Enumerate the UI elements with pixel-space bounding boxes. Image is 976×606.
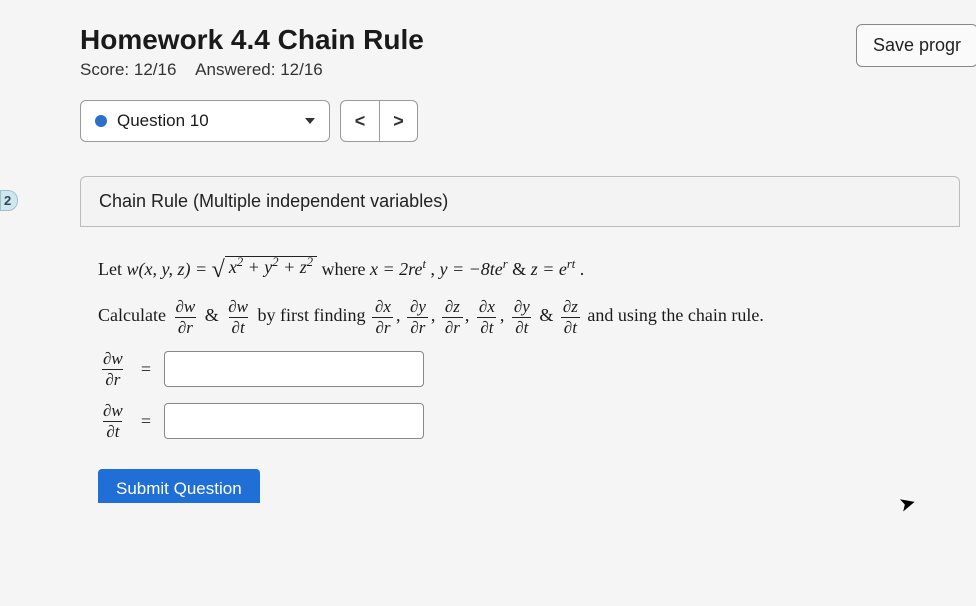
header: Homework 4.4 Chain Rule Score: 12/16 Ans… (80, 24, 976, 80)
sqrt-icon: √ (212, 258, 225, 282)
section-header: Chain Rule (Multiple independent variabl… (80, 176, 960, 227)
equals: = (140, 403, 152, 439)
frac-dy-dr: ∂y ∂r (407, 297, 429, 337)
frac-dy-dt: ∂y ∂t (511, 297, 533, 337)
score-line: Score: 12/16 Answered: 12/16 (80, 60, 424, 80)
equals: = (140, 351, 152, 387)
frac-label-dw-dr: ∂w ∂r (100, 349, 126, 389)
text-let: Let (98, 259, 127, 279)
comma: , (500, 305, 509, 325)
question-label: Question 10 (117, 111, 209, 131)
y-eq: y = −8ter (439, 259, 507, 279)
question-bar: Question 10 < > (80, 100, 976, 142)
sqrt-expr: √ x2 + y2 + z2 (212, 256, 317, 280)
question-nav: < > (340, 100, 418, 142)
question-select[interactable]: Question 10 (80, 100, 330, 142)
comma: , (431, 305, 440, 325)
text-calculate: Calculate (98, 305, 170, 325)
text-tail: and using the chain rule. (587, 305, 763, 325)
x-eq: x = 2ret (370, 259, 426, 279)
save-progress-button[interactable]: Save progr (856, 24, 976, 67)
answered-label: Answered: (195, 60, 275, 79)
frac-dw-dr: ∂w ∂r (172, 297, 198, 337)
w-function: w(x, y, z) = (127, 259, 212, 279)
amp: & (512, 259, 531, 279)
page-title: Homework 4.4 Chain Rule (80, 24, 424, 56)
chevron-down-icon (305, 118, 315, 124)
answer-row-dw-dt: ∂w ∂t = (98, 401, 942, 441)
score-value: 12/16 (134, 60, 177, 79)
amp: & (205, 305, 224, 325)
submit-question-button[interactable]: Submit Question (98, 469, 260, 503)
frac-dx-dt: ∂x ∂t (476, 297, 498, 337)
frac-dz-dr: ∂z ∂r (442, 297, 463, 337)
status-dot-icon (95, 115, 107, 127)
frac-dx-dr: ∂x ∂r (372, 297, 394, 337)
comma: , (396, 305, 405, 325)
next-question-button[interactable]: > (379, 101, 417, 141)
z-eq: z = ert (531, 259, 576, 279)
header-left: Homework 4.4 Chain Rule Score: 12/16 Ans… (80, 24, 424, 80)
answer-input-dw-dt[interactable] (164, 403, 424, 439)
problem-line-2: Calculate ∂w ∂r & ∂w ∂t by first finding… (98, 297, 942, 337)
answered-value: 12/16 (280, 60, 323, 79)
text-by-first: by first finding (257, 305, 370, 325)
problem-body: Let w(x, y, z) = √ x2 + y2 + z2 where x … (80, 227, 960, 506)
frac-dw-dt: ∂w ∂t (225, 297, 251, 337)
answer-input-dw-dr[interactable] (164, 351, 424, 387)
problem-line-1: Let w(x, y, z) = √ x2 + y2 + z2 where x … (98, 251, 942, 287)
comma: , (465, 305, 474, 325)
period: . (580, 259, 585, 279)
frac-dz-dt: ∂z ∂t (560, 297, 581, 337)
prev-question-button[interactable]: < (341, 101, 379, 141)
score-label: Score: (80, 60, 129, 79)
amp: & (539, 305, 558, 325)
text-where: where (322, 259, 370, 279)
sqrt-body: x2 + y2 + z2 (225, 256, 317, 279)
page: Homework 4.4 Chain Rule Score: 12/16 Ans… (0, 0, 976, 506)
frac-label-dw-dt: ∂w ∂t (100, 401, 126, 441)
answer-row-dw-dr: ∂w ∂r = (98, 349, 942, 389)
